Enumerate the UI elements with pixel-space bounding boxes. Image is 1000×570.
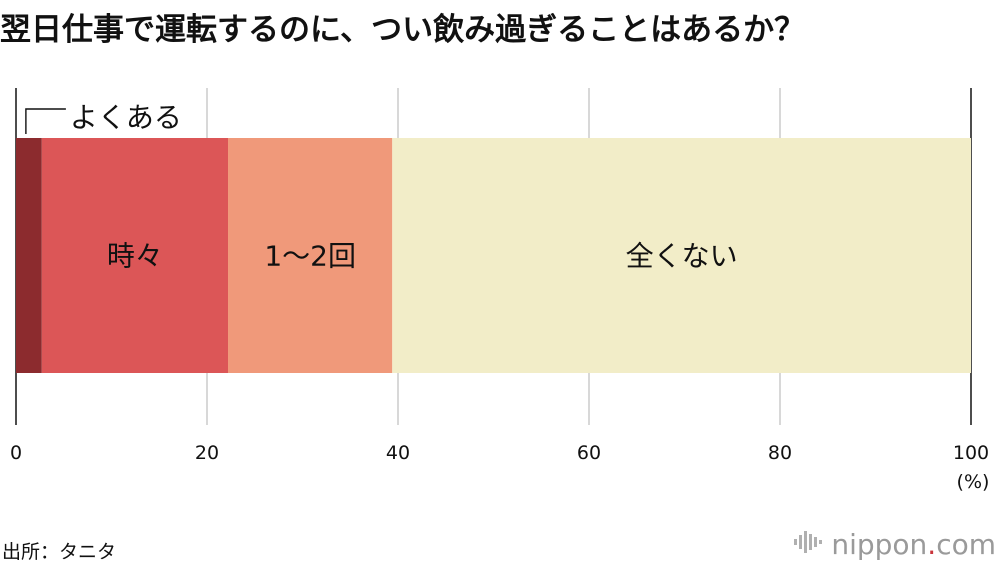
brand-name: nippon [831,528,928,561]
brand-tld: com [936,528,996,561]
segment-label-0: よくある [70,101,182,134]
bar-segments [16,138,971,373]
segment-label-2: 1〜2回 [264,240,356,273]
segment-label-3: 全くない [626,240,738,273]
bar-segment-3 [392,138,971,373]
bar-segment-2 [228,138,393,373]
x-axis-ticks: 0 20 40 60 80 100 (%) [10,442,989,493]
source-note: 出所：タニタ [2,541,117,563]
chart-title: 翌日仕事で運転するのに、つい飲み過ぎることはあるか？ [0,12,806,48]
leader-line [25,108,66,134]
brand-dot: . [927,528,937,561]
x-tick-label-20: 20 [195,442,219,464]
bar-segment-0 [16,138,42,373]
segment-label-1: 時々 [107,240,163,273]
bar-segment-1 [41,138,229,373]
x-tick-label-100: 100 [953,442,989,464]
x-axis-unit: (%) [957,471,990,493]
x-tick-label-80: 80 [768,442,792,464]
sound-wave-icon [793,528,823,561]
brand-logo[interactable]: nippon. com [793,528,996,561]
x-tick-label-60: 60 [577,442,601,464]
x-tick-label-0: 0 [10,442,22,464]
x-tick-label-40: 40 [386,442,410,464]
